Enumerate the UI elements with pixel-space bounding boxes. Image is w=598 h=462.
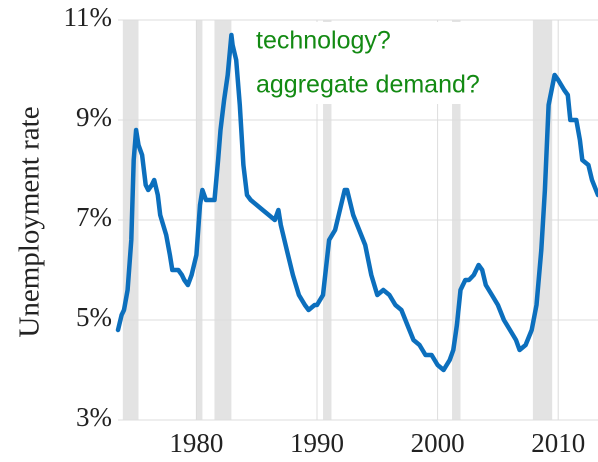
y-tick-label: 3%	[76, 402, 112, 432]
x-tick-label: 1980	[169, 428, 223, 458]
annotation: technology?	[256, 27, 391, 55]
annotation-box	[250, 22, 522, 104]
y-tick-label: 11%	[64, 2, 113, 32]
annotation: aggregate demand?	[256, 71, 480, 99]
y-tick-label: 7%	[76, 202, 112, 232]
data-line	[115, 32, 598, 373]
y-tick-label: 9%	[76, 102, 112, 132]
x-tick-label: 2000	[411, 428, 465, 458]
y-tick-label: 5%	[76, 302, 112, 332]
x-tick-label: 1990	[290, 428, 344, 458]
x-tick-label: 2010	[531, 428, 585, 458]
y-axis-label: Unemployment rate	[14, 106, 46, 337]
